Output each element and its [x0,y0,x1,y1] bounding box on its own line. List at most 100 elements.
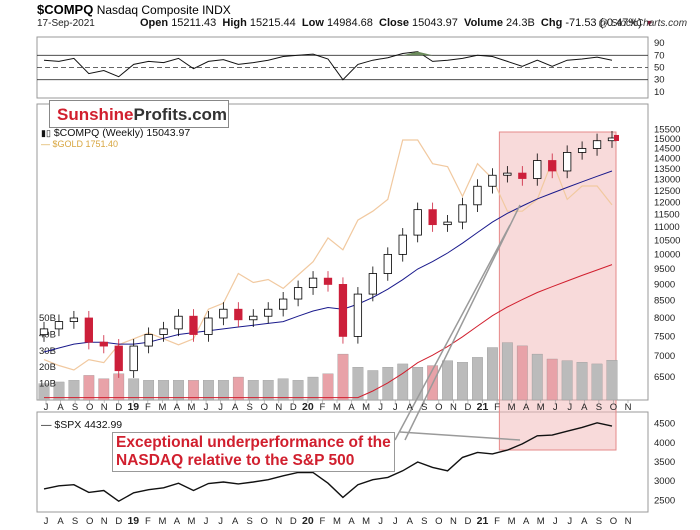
annotation-line-1: Exceptional underperformance of the [116,434,391,451]
x-tick-7: F [145,402,151,413]
rsi-overbought-fill [402,51,433,56]
x-tick-28: N [450,402,457,413]
volume-tick-50B: 50B [39,313,56,324]
candle-body [443,221,452,226]
candle-body [592,140,602,149]
volume-bar [143,380,155,401]
x-tick-0: J [44,402,49,413]
x-tick-13: A [232,402,239,413]
candle-body [458,204,467,223]
volume-bar [307,376,319,401]
candle-body [174,315,183,330]
volume-bar [262,380,274,401]
volume-bar [487,347,498,401]
candle-body [99,341,108,347]
volume-bar [501,342,513,401]
legend-compq-text: $COMPQ (Weekly) 15043.97 [53,127,191,139]
price-tick-11500: 11500 [654,210,680,221]
stockcharts-credit: @ StockCharts.com [598,18,688,29]
candle-body [353,293,363,337]
x-tick-bottom-34: M [537,516,545,527]
chg-value: -71.53 (-0.47%) [565,17,642,29]
rsi-tick-90: 90 [654,38,665,49]
x-tick-bottom-33: A [523,516,530,527]
high-label: High [222,17,247,29]
x-tick-4: N [101,402,108,413]
candle-body [279,298,288,310]
price-tick-13500: 13500 [654,164,680,175]
x-tick-bottom-27: O [435,516,442,527]
spx-line-icon: — [41,419,52,431]
x-tick-bottom-19: F [320,516,326,527]
volume-bar [457,362,468,401]
volume-bar [173,380,184,401]
volume-bar [203,380,214,401]
candle-body [563,152,572,172]
x-tick-16: N [275,402,282,413]
chg-label: Chg [540,17,563,29]
x-tick-20: M [333,402,341,413]
ma-long-line [44,264,613,399]
annotation-pointer-2 [394,224,511,441]
x-tick-22: M [362,402,370,413]
volume-bar [337,353,349,401]
low-label: Low [301,17,324,29]
price-tick-15000: 15000 [654,134,680,145]
x-tick-bottom-40: N [625,516,632,527]
candle-body [503,172,512,176]
legend-gold-text: $GOLD 1751.40 [52,139,119,149]
volume-bar [98,378,110,401]
ohlc-readout: Open 15211.43 High 15215.44 Low 14984.68… [140,17,654,29]
x-tick-bottom-31: F [494,516,500,527]
annotation-box: Exceptional underperformance of the NASD… [112,432,395,472]
volume-bar [83,375,95,401]
candle-body [577,148,587,153]
x-tick-bottom-9: A [174,516,181,527]
volume-bar [546,358,558,401]
price-tick-7500: 7500 [654,331,675,342]
annotation-line-2: NASDAQ relative to the S&P 500 [116,452,355,469]
spx-tick-4500: 4500 [654,419,675,430]
last-price-marker [614,134,619,141]
x-tick-bottom-23: J [378,516,383,527]
x-tick-19: F [320,402,326,413]
spx-tick-2500: 2500 [654,495,675,506]
x-tick-24: J [393,402,398,413]
x-tick-bottom-26: S [421,516,427,527]
candle-body [488,174,497,187]
candle-body [293,287,303,300]
x-tick-bottom-18: 20 [302,515,314,527]
volume-bar [576,362,588,401]
x-tick-14: S [247,402,253,413]
candle-body [69,317,79,322]
rsi-tick-10: 10 [654,87,665,98]
volume-bar [606,359,618,401]
x-tick-3: O [86,402,93,413]
volume-bar [412,367,424,401]
candle-body [249,315,258,321]
x-tick-bottom-14: S [247,516,253,527]
index-name: Nasdaq Composite INDX [96,3,231,17]
candle-body [533,160,542,179]
candle-body [338,284,348,337]
x-tick-bottom-8: M [158,516,166,527]
candle-body [204,317,213,335]
x-tick-18: 20 [302,401,314,413]
candle-body [473,185,482,206]
x-tick-bottom-32: M [508,516,516,527]
symbol: $COMPQ [37,2,94,17]
candle-body [219,308,228,319]
x-tick-bottom-37: A [581,516,588,527]
candle-body [159,328,168,335]
candle-body [264,308,273,317]
x-tick-34: M [537,402,545,413]
spx-tick-3000: 3000 [654,476,675,487]
x-tick-1: A [57,402,64,413]
volume-bar [516,345,528,401]
volume-bar [472,357,483,401]
annotation-pointer-3 [399,431,521,441]
candle-body [398,234,407,255]
candle-body [144,334,153,347]
x-tick-27: O [435,402,442,413]
close-value: 15043.97 [412,17,458,29]
